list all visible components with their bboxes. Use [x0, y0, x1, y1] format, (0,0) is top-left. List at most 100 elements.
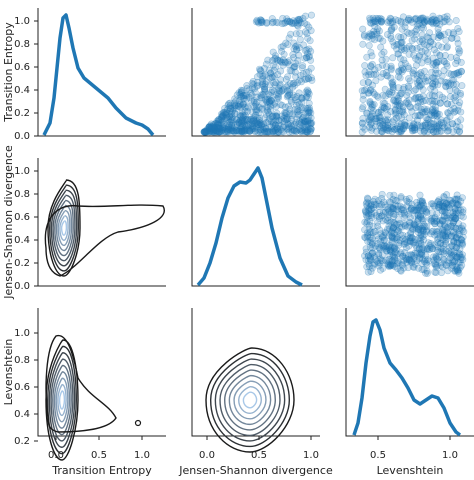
scatter-point — [386, 262, 394, 270]
kde-contour-line — [45, 335, 117, 433]
scatter-point — [367, 120, 375, 128]
scatter-point — [222, 125, 230, 133]
scatter-point — [444, 203, 452, 211]
scatter-point — [213, 124, 221, 132]
scatter-point — [408, 44, 416, 52]
scatter-point — [223, 110, 231, 118]
scatter-point — [435, 31, 443, 39]
scatter-point — [298, 94, 306, 102]
scatter-point — [401, 122, 409, 130]
scatter-point — [366, 99, 374, 107]
scatter-point — [215, 116, 223, 124]
scatter-point — [203, 126, 211, 134]
scatter-point — [378, 18, 386, 26]
scatter-point — [444, 201, 452, 209]
scatter-point — [409, 70, 417, 78]
scatter-point — [440, 192, 448, 200]
scatter-point — [432, 103, 440, 111]
scatter-point — [399, 33, 407, 41]
scatter-point — [362, 211, 370, 219]
scatter-point — [240, 121, 248, 129]
scatter-point — [439, 248, 447, 256]
scatter-point — [382, 124, 390, 132]
scatter-point — [290, 20, 298, 28]
scatter-point — [434, 25, 442, 33]
kde-contour-line — [219, 363, 281, 437]
scatter-point — [254, 18, 262, 26]
scatter-point — [395, 107, 403, 115]
scatter-point — [376, 255, 384, 263]
scatter-point — [266, 98, 274, 106]
scatter-point — [304, 117, 312, 125]
scatter-point — [407, 228, 415, 236]
scatter-point — [270, 87, 278, 95]
scatter-point — [439, 18, 447, 26]
scatter-point — [210, 123, 218, 131]
scatter-point — [389, 234, 397, 242]
scatter-point — [269, 18, 277, 26]
scatter-point — [445, 204, 453, 212]
scatter-point — [307, 120, 315, 128]
scatter-point — [207, 125, 215, 133]
scatter-point — [424, 57, 432, 65]
scatter-point — [429, 16, 437, 24]
scatter-point — [304, 121, 312, 129]
scatter-point — [458, 224, 466, 232]
scatter-point — [296, 125, 304, 133]
scatter-point — [404, 16, 412, 24]
scatter-point — [287, 96, 295, 104]
scatter-point — [451, 211, 459, 219]
scatter-point — [418, 250, 426, 258]
scatter-point — [454, 259, 462, 267]
scatter-point — [424, 256, 432, 264]
scatter-point — [418, 36, 426, 44]
scatter-point — [241, 127, 249, 135]
scatter-point — [411, 223, 419, 231]
scatter-point — [449, 199, 457, 207]
scatter-point — [440, 66, 448, 74]
scatter-point — [378, 50, 386, 58]
scatter-point — [275, 84, 283, 92]
scatter-point — [273, 112, 281, 120]
scatter-point — [292, 101, 300, 109]
scatter-point — [408, 127, 416, 135]
scatter-point — [396, 54, 404, 62]
scatter-point — [444, 43, 452, 51]
scatter-point — [444, 230, 452, 238]
scatter-point — [429, 61, 437, 69]
scatter-point — [282, 109, 290, 117]
scatter-point — [377, 201, 385, 209]
scatter-point — [367, 236, 375, 244]
scatter-point — [257, 67, 265, 75]
scatter-point — [434, 122, 442, 130]
scatter-point — [422, 252, 430, 260]
scatter-point — [453, 263, 461, 271]
scatter-point — [251, 127, 259, 135]
scatter-point — [449, 212, 457, 220]
scatter-point — [415, 53, 423, 61]
scatter-point — [268, 73, 276, 81]
scatter-point — [422, 77, 430, 85]
scatter-point — [207, 123, 215, 131]
scatter-point — [433, 254, 441, 262]
scatter-point — [372, 77, 380, 85]
scatter-point — [228, 127, 236, 135]
scatter-point — [291, 19, 299, 27]
scatter-point — [278, 101, 286, 109]
scatter-point — [368, 249, 376, 257]
scatter-point — [265, 128, 273, 136]
scatter-point — [211, 127, 219, 135]
scatter-point — [440, 206, 448, 214]
scatter-point — [436, 99, 444, 107]
scatter-point — [452, 60, 460, 68]
scatter-point — [205, 123, 213, 131]
scatter-point — [423, 107, 431, 115]
scatter-point — [405, 42, 413, 50]
scatter-point — [276, 101, 284, 109]
scatter-point — [300, 120, 308, 128]
scatter-point — [240, 128, 248, 136]
scatter-point — [307, 47, 315, 55]
scatter-point — [442, 237, 450, 245]
scatter-point — [434, 198, 442, 206]
scatter-point — [274, 128, 282, 136]
